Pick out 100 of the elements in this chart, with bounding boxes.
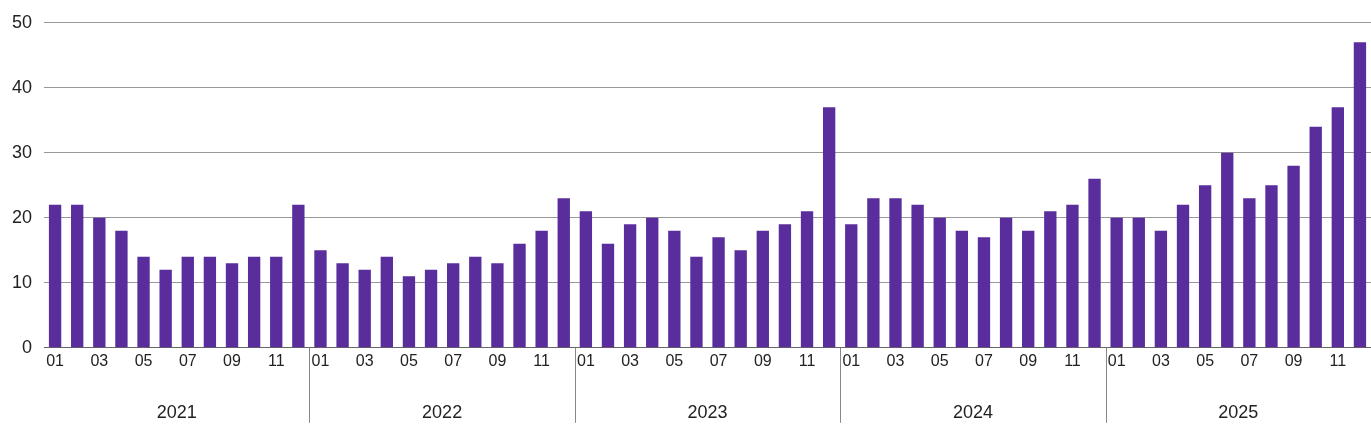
bar bbox=[71, 204, 84, 348]
x-tick-label: 05 bbox=[930, 351, 949, 369]
x-tick-label: 11 bbox=[533, 351, 551, 369]
x-tick-label: 11 bbox=[1329, 351, 1347, 369]
bar bbox=[623, 224, 637, 348]
bar bbox=[48, 204, 62, 348]
bar bbox=[601, 243, 615, 348]
y-tick-label: 0 bbox=[22, 336, 33, 357]
text: 2021 bbox=[156, 401, 197, 422]
bar bbox=[358, 269, 371, 348]
y-tick-label: 20 bbox=[11, 206, 33, 227]
bar bbox=[1132, 217, 1145, 348]
bar bbox=[270, 256, 283, 348]
x-tick-label: 11 bbox=[1064, 351, 1081, 369]
x-tick-label: 05 bbox=[1196, 351, 1215, 369]
x-tick-label: 09 bbox=[1284, 351, 1303, 369]
bar bbox=[977, 237, 991, 348]
bar bbox=[1176, 204, 1190, 348]
bar bbox=[1265, 185, 1278, 348]
bar bbox=[225, 263, 239, 348]
bar bbox=[535, 230, 548, 348]
bar bbox=[93, 217, 106, 348]
x-tick-label: 07 bbox=[1240, 351, 1259, 369]
x-tick-label: 07 bbox=[709, 351, 728, 369]
bar bbox=[756, 230, 769, 348]
bar bbox=[137, 256, 150, 348]
x-tick-label: 01 bbox=[1107, 351, 1126, 369]
bar bbox=[690, 256, 703, 348]
bar bbox=[800, 211, 814, 348]
bar bbox=[999, 217, 1013, 348]
bar bbox=[424, 269, 438, 348]
x-tick-label: 09 bbox=[488, 351, 507, 369]
bar bbox=[646, 217, 659, 348]
y-tick-label: 10 bbox=[11, 271, 33, 292]
bar bbox=[1309, 126, 1322, 348]
bar bbox=[336, 263, 349, 348]
x-tick-label: 05 bbox=[400, 351, 418, 369]
bar bbox=[491, 263, 504, 348]
x-tick-label: 03 bbox=[621, 351, 640, 369]
bar bbox=[933, 217, 946, 348]
bar bbox=[1088, 178, 1101, 348]
bar bbox=[668, 230, 681, 348]
x-tick-label: 07 bbox=[444, 351, 463, 369]
bar bbox=[867, 198, 880, 348]
bar bbox=[469, 256, 482, 348]
x-tick-label: 01 bbox=[842, 351, 861, 369]
bar bbox=[822, 107, 836, 348]
bar bbox=[1331, 107, 1344, 348]
bar bbox=[579, 211, 593, 348]
x-tick-label: 03 bbox=[886, 351, 905, 369]
bar bbox=[845, 224, 858, 348]
bar bbox=[557, 198, 570, 348]
bar bbox=[115, 230, 128, 348]
bar bbox=[1154, 230, 1168, 348]
x-tick-label: 03 bbox=[355, 351, 374, 369]
text: 2023 bbox=[687, 401, 728, 422]
text: 2025 bbox=[1218, 401, 1259, 422]
y-tick-label: 50 bbox=[11, 11, 33, 32]
y-tick-label: 30 bbox=[11, 141, 33, 162]
bar bbox=[712, 237, 725, 348]
bar bbox=[955, 230, 969, 348]
bar bbox=[513, 243, 526, 348]
bar bbox=[292, 204, 305, 348]
bar bbox=[1066, 204, 1079, 348]
bar bbox=[203, 256, 217, 348]
bar bbox=[1022, 230, 1035, 348]
bar bbox=[889, 198, 902, 348]
bar bbox=[1353, 42, 1367, 348]
x-tick-label: 01 bbox=[576, 351, 595, 369]
bar bbox=[911, 204, 924, 348]
x-tick-label: 07 bbox=[178, 351, 197, 369]
bar bbox=[447, 263, 460, 348]
bar bbox=[314, 250, 327, 348]
x-tick-label: 05 bbox=[134, 351, 153, 369]
bar bbox=[181, 256, 194, 348]
bar bbox=[1243, 198, 1256, 348]
bar bbox=[402, 276, 416, 348]
bar bbox=[1110, 217, 1123, 348]
text: 2022 bbox=[422, 401, 463, 422]
bar bbox=[1198, 185, 1212, 348]
text: 2024 bbox=[952, 401, 993, 422]
bar bbox=[1221, 152, 1234, 348]
bar bbox=[380, 256, 393, 348]
x-tick-label: 01 bbox=[311, 351, 330, 369]
x-tick-label: 11 bbox=[267, 351, 285, 369]
x-tick-label: 05 bbox=[665, 351, 684, 369]
bar bbox=[778, 224, 792, 348]
bar bbox=[247, 256, 261, 348]
x-tick-label: 07 bbox=[975, 351, 993, 369]
x-tick-label: 03 bbox=[90, 351, 109, 369]
x-tick-label: 09 bbox=[753, 351, 772, 369]
bar bbox=[159, 269, 172, 348]
x-tick-label: 03 bbox=[1152, 351, 1170, 369]
x-tick-label: 09 bbox=[223, 351, 242, 369]
bar bbox=[1044, 211, 1057, 348]
x-tick-label: 01 bbox=[46, 351, 65, 369]
x-tick-label: 11 bbox=[798, 351, 816, 369]
x-tick-label: 09 bbox=[1019, 351, 1038, 369]
y-tick-label: 40 bbox=[11, 76, 33, 97]
bar bbox=[734, 250, 747, 348]
